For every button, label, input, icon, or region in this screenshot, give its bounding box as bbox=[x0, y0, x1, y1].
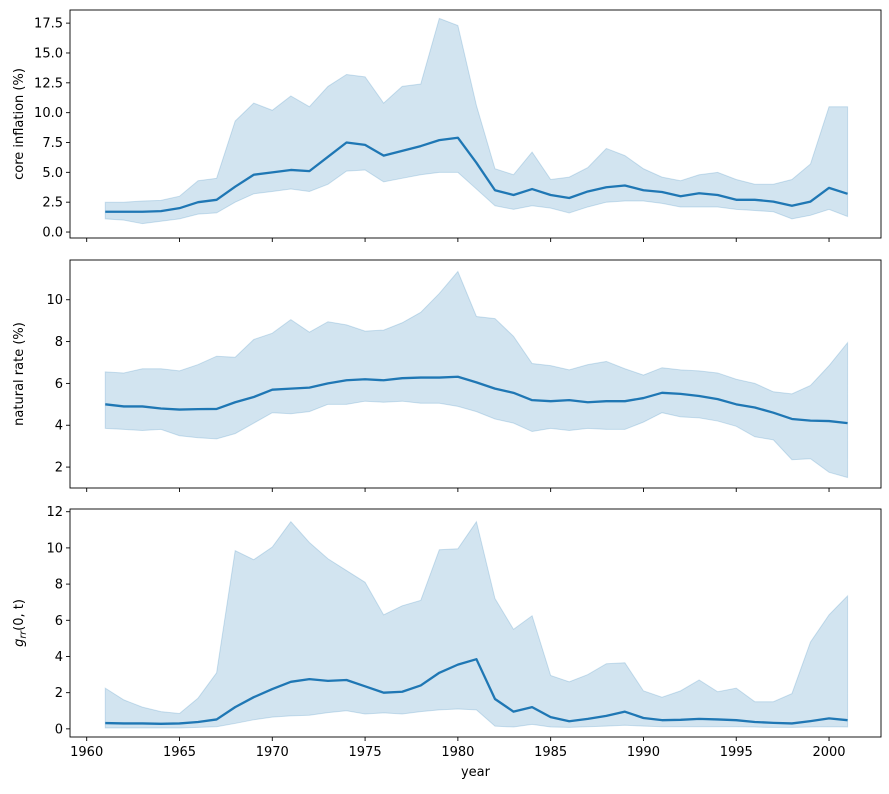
credible-band-1 bbox=[104, 17, 849, 225]
y-axis-label: grr(0, t) bbox=[12, 599, 29, 647]
y-tick-label: 12 bbox=[46, 505, 63, 520]
y-tick-label: 6 bbox=[55, 377, 63, 392]
panel-3: 0 2 4 6 8 10 12 1960 1965 1970 1975 1980 1985 1990 199… bbox=[12, 505, 882, 780]
axes-frame-2 bbox=[69, 259, 882, 489]
y-tick-label: 17.5 bbox=[34, 17, 63, 32]
y-tick-label: 12.5 bbox=[34, 76, 63, 91]
median-line-3 bbox=[105, 658, 848, 725]
y-tick-label: 2 bbox=[55, 461, 63, 476]
y-tick-label: 2.5 bbox=[42, 196, 63, 211]
y-tick-label: 4 bbox=[55, 650, 63, 665]
median-line-1 bbox=[105, 136, 848, 213]
x-tick-label: 1970 bbox=[256, 745, 289, 760]
y-axis-label: core inflation (%) bbox=[12, 68, 27, 180]
x-axis-label: year bbox=[461, 765, 491, 780]
y-tick-label: 0 bbox=[55, 722, 63, 737]
y-tick-label: 10 bbox=[46, 293, 63, 308]
median-line-2 bbox=[105, 375, 848, 425]
x-tick-label: 1980 bbox=[441, 745, 474, 760]
y-tick-label: 7.5 bbox=[42, 136, 63, 151]
y-tick-label: 5.0 bbox=[42, 166, 63, 181]
y-tick-label: 15.0 bbox=[34, 46, 63, 61]
y-tick-label: 6 bbox=[55, 614, 63, 629]
x-tick-label: 2000 bbox=[812, 745, 845, 760]
x-tick-label: 1960 bbox=[70, 745, 103, 760]
y-tick-label: 0.0 bbox=[42, 226, 63, 241]
y-tick-label: 2 bbox=[55, 686, 63, 701]
y-tick-label: 10 bbox=[46, 541, 63, 556]
axes-frame-3 bbox=[69, 508, 882, 738]
panel-2: 2 4 6 8 10 natural rate (%) bbox=[12, 259, 882, 492]
y-tick-label: 8 bbox=[55, 578, 63, 593]
x-tick-label: 1965 bbox=[163, 745, 196, 760]
y-tick-label: 8 bbox=[55, 335, 63, 350]
credible-band-2 bbox=[104, 270, 849, 479]
x-tick-label: 1985 bbox=[534, 745, 567, 760]
panel-1: 0.0 2.5 5.0 7.5 10.0 12.5 15.0 17.5 core inflati… bbox=[12, 9, 882, 242]
credible-band-3 bbox=[104, 520, 849, 729]
x-tick-label: 1995 bbox=[720, 745, 753, 760]
x-tick-label: 1990 bbox=[627, 745, 660, 760]
y-axis-label: natural rate (%) bbox=[12, 322, 27, 426]
axes-frame-1 bbox=[69, 9, 882, 239]
x-tick-label: 1975 bbox=[349, 745, 382, 760]
y-tick-label: 10.0 bbox=[34, 106, 63, 121]
y-tick-label: 4 bbox=[55, 419, 63, 434]
